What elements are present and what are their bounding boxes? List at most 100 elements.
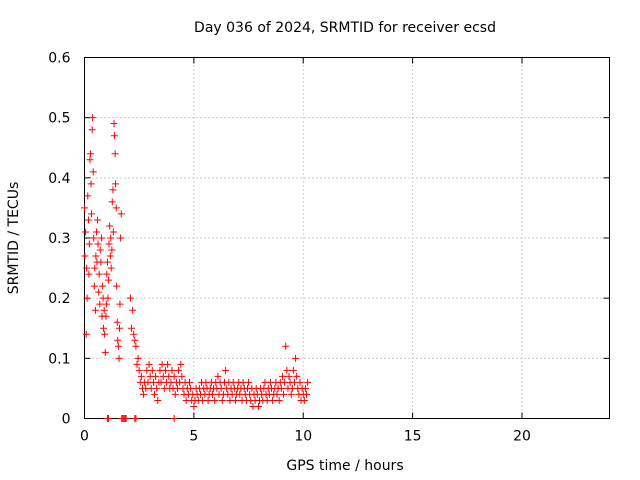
data-point bbox=[84, 192, 92, 200]
data-point bbox=[82, 228, 90, 236]
data-point bbox=[231, 396, 239, 404]
y-tick-label: 0 bbox=[62, 412, 71, 428]
data-point bbox=[130, 330, 138, 338]
data-point bbox=[89, 114, 97, 122]
data-point bbox=[245, 378, 253, 386]
data-point bbox=[107, 234, 115, 242]
data-point bbox=[86, 150, 94, 158]
data-point bbox=[102, 312, 110, 320]
data-point bbox=[278, 372, 286, 380]
data-point bbox=[81, 204, 88, 212]
data-point bbox=[273, 390, 281, 398]
data-point bbox=[94, 240, 102, 248]
data-point bbox=[82, 330, 90, 338]
data-point bbox=[145, 360, 153, 368]
data-point bbox=[97, 258, 105, 266]
data-point bbox=[161, 366, 169, 374]
data-point bbox=[285, 372, 293, 380]
data-point bbox=[114, 342, 122, 350]
x-tick-label: 20 bbox=[513, 429, 531, 445]
grid-lines bbox=[84, 57, 610, 419]
tick-labels: 0 5 10 15 20 0 0.1 0.2 0.3 0.4 0.5 0.6 bbox=[48, 51, 531, 445]
data-point bbox=[186, 378, 193, 386]
data-point bbox=[113, 318, 121, 326]
data-point bbox=[171, 390, 179, 398]
data-point bbox=[116, 300, 124, 308]
data-point bbox=[296, 378, 304, 386]
data-point bbox=[110, 132, 118, 140]
x-tick-label: 15 bbox=[404, 429, 422, 445]
data-point bbox=[177, 360, 185, 368]
data-point bbox=[106, 252, 114, 260]
data-point bbox=[113, 282, 121, 290]
data-point bbox=[208, 390, 216, 398]
data-point bbox=[128, 324, 136, 332]
y-tick-label: 0.6 bbox=[48, 51, 70, 67]
data-point bbox=[101, 348, 109, 356]
data-point bbox=[114, 336, 122, 344]
data-point bbox=[168, 366, 176, 374]
data-point bbox=[106, 222, 114, 230]
data-point bbox=[134, 354, 142, 362]
data-point bbox=[175, 366, 183, 374]
data-point bbox=[96, 246, 104, 254]
data-point bbox=[90, 282, 98, 290]
data-point bbox=[289, 366, 297, 374]
data-point bbox=[222, 366, 230, 374]
data-point bbox=[151, 390, 158, 398]
data-point bbox=[214, 372, 222, 380]
data-point bbox=[112, 204, 120, 212]
y-tick-label: 0.3 bbox=[48, 231, 70, 247]
data-point bbox=[100, 306, 108, 314]
data-point bbox=[116, 324, 123, 332]
data-point bbox=[89, 168, 97, 176]
data-point bbox=[95, 288, 103, 296]
data-point bbox=[94, 216, 102, 224]
data-point bbox=[88, 126, 96, 134]
data-point bbox=[129, 306, 137, 314]
data-point bbox=[91, 306, 99, 314]
data-point bbox=[98, 234, 106, 242]
data-point bbox=[131, 336, 139, 344]
data-point bbox=[101, 330, 109, 338]
x-axis-label: GPS time / hours bbox=[286, 458, 403, 474]
data-point bbox=[211, 396, 219, 404]
data-point bbox=[133, 360, 141, 368]
data-point bbox=[105, 415, 113, 422]
data-point bbox=[100, 324, 108, 332]
data-point bbox=[115, 354, 123, 362]
data-point bbox=[132, 415, 140, 422]
y-tick-label: 0.2 bbox=[48, 291, 70, 307]
data-point bbox=[170, 372, 178, 380]
data-point bbox=[109, 186, 117, 194]
data-point bbox=[154, 396, 162, 404]
data-point bbox=[293, 372, 301, 380]
data-point bbox=[96, 300, 104, 308]
data-point bbox=[137, 372, 145, 380]
data-point bbox=[108, 246, 116, 254]
data-point bbox=[117, 210, 125, 218]
data-point bbox=[110, 120, 118, 128]
data-point bbox=[83, 264, 91, 272]
data-point bbox=[81, 252, 89, 260]
data-point bbox=[83, 294, 91, 302]
axis-ticks bbox=[84, 57, 610, 419]
data-point bbox=[126, 294, 134, 302]
data-point bbox=[92, 252, 100, 260]
data-point bbox=[280, 390, 288, 398]
data-point bbox=[204, 396, 212, 404]
data-point bbox=[303, 390, 311, 398]
data-point bbox=[190, 402, 198, 410]
data-point bbox=[304, 378, 312, 386]
data-point bbox=[301, 384, 309, 392]
data-point bbox=[93, 228, 101, 236]
data-point bbox=[84, 216, 92, 224]
data-point bbox=[107, 264, 115, 272]
data-point bbox=[117, 234, 125, 242]
data-point bbox=[178, 372, 186, 380]
data-point bbox=[148, 366, 156, 374]
x-tick-label: 5 bbox=[189, 429, 198, 445]
data-point bbox=[103, 270, 111, 278]
data-point bbox=[90, 234, 98, 242]
